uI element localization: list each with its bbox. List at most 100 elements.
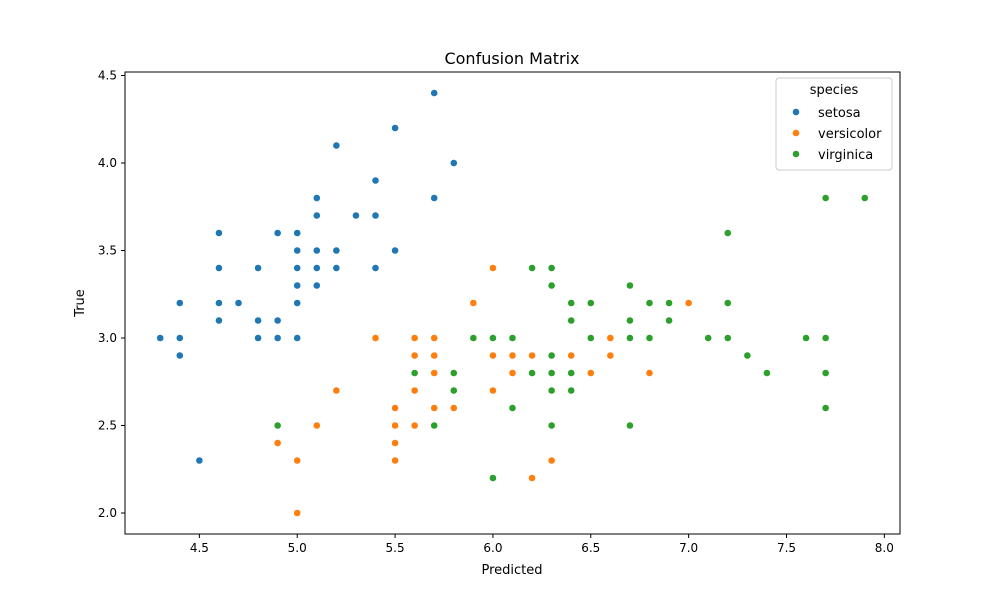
virginica-point [547, 281, 556, 290]
versicolor-point [547, 456, 556, 465]
virginica-point [626, 421, 634, 430]
versicolor-point [410, 386, 419, 395]
virginica-point [273, 421, 282, 430]
versicolor-point [508, 369, 517, 377]
setosa-point [254, 334, 262, 342]
legend: species setosa versicolor virginica [775, 77, 893, 171]
setosa-point [312, 281, 321, 290]
setosa-point [215, 316, 223, 325]
versicolor-point [489, 351, 497, 360]
virginica-point [704, 334, 713, 342]
setosa-point [332, 264, 341, 272]
legend-label-versicolor: versicolor [818, 127, 882, 142]
setosa-point [215, 264, 223, 272]
versicolor-point [332, 386, 341, 395]
virginica-point [723, 229, 732, 237]
versicolor-point [430, 369, 439, 377]
virginica-point [547, 369, 556, 377]
virginica-point [489, 474, 497, 482]
setosa-point [391, 124, 399, 132]
versicolor-point [391, 439, 399, 447]
virginica-point [626, 334, 634, 342]
legend-marker-virginica [792, 150, 800, 158]
y-tick-label: 2.5 [98, 419, 117, 433]
versicolor-point [469, 299, 478, 307]
virginica-point [469, 334, 478, 342]
x-tick-label: 5.5 [386, 541, 405, 555]
setosa-point [312, 246, 321, 255]
versicolor-point [371, 334, 380, 342]
versicolor-point [391, 404, 399, 412]
setosa-point [449, 159, 458, 167]
setosa-point [215, 229, 223, 237]
versicolor-point [489, 386, 497, 395]
virginica-point [449, 386, 458, 395]
virginica-point [528, 264, 536, 272]
setosa-point [293, 281, 302, 290]
virginica-point [645, 299, 654, 307]
virginica-point [567, 386, 576, 395]
versicolor-point [567, 351, 576, 360]
setosa-point [273, 316, 282, 325]
virginica-point [802, 334, 810, 342]
setosa-point [312, 194, 321, 202]
setosa-point [293, 246, 302, 255]
virginica-point [528, 369, 536, 377]
setosa-point [312, 211, 321, 220]
versicolor-point [528, 351, 536, 360]
virginica-point [547, 264, 556, 272]
legend-label-setosa: setosa [818, 106, 861, 121]
legend-marker-setosa [792, 108, 800, 116]
virginica-point [508, 404, 517, 412]
virginica-point [567, 299, 576, 307]
versicolor-point [410, 351, 419, 360]
versicolor-point [293, 509, 302, 517]
versicolor-point [606, 334, 615, 342]
setosa-point [371, 264, 380, 272]
setosa-point [175, 299, 184, 307]
setosa-point [312, 264, 321, 272]
legend-box [775, 77, 893, 171]
setosa-point [254, 264, 262, 272]
x-tick-label: 6.0 [483, 541, 502, 555]
y-tick-label: 4.5 [98, 69, 117, 83]
setosa-point [332, 246, 341, 255]
virginica-point [763, 369, 771, 377]
y-tick-label: 2.0 [98, 506, 117, 520]
x-tick-label: 6.5 [581, 541, 600, 555]
virginica-point [626, 281, 634, 290]
setosa-point [234, 299, 243, 307]
setosa-point [175, 351, 184, 360]
virginica-point [723, 299, 732, 307]
versicolor-point [430, 334, 439, 342]
virginica-point [626, 316, 634, 325]
setosa-point [371, 211, 380, 220]
virginica-point [821, 369, 830, 377]
versicolor-point [293, 456, 302, 465]
virginica-point [547, 421, 556, 430]
y-tick-label: 3.0 [98, 331, 117, 345]
x-tick-label: 7.0 [679, 541, 698, 555]
virginica-point [567, 369, 576, 377]
virginica-point [547, 351, 556, 360]
setosa-point [430, 89, 439, 97]
setosa-point [175, 334, 184, 342]
virginica-point [508, 334, 517, 342]
versicolor-point [606, 351, 615, 360]
virginica-point [743, 351, 752, 360]
virginica-point [449, 369, 458, 377]
legend-label-virginica: virginica [818, 148, 873, 163]
versicolor-point [449, 404, 458, 412]
virginica-point [665, 316, 673, 325]
virginica-point [567, 316, 576, 325]
setosa-point [293, 229, 302, 237]
x-tick-label: 5.0 [288, 541, 307, 555]
versicolor-point [528, 474, 536, 482]
versicolor-point [312, 421, 321, 430]
setosa-point [156, 334, 165, 342]
versicolor-point [586, 369, 595, 377]
versicolor-point [430, 351, 439, 360]
setosa-point [293, 299, 302, 307]
virginica-point [430, 421, 439, 430]
